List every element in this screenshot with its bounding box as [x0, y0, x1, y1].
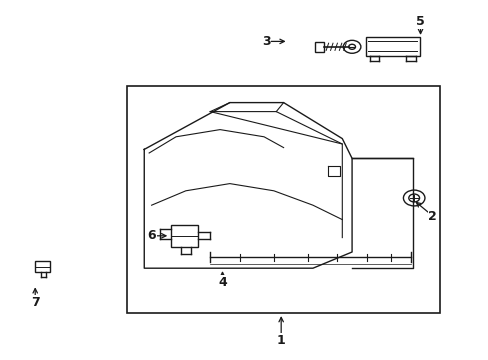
- Text: 1: 1: [276, 334, 285, 347]
- Text: 3: 3: [262, 35, 270, 48]
- Bar: [315, 42, 324, 52]
- Text: 4: 4: [218, 276, 226, 289]
- Text: 2: 2: [427, 210, 436, 222]
- FancyBboxPatch shape: [171, 225, 198, 247]
- Text: 6: 6: [147, 229, 156, 242]
- Bar: [35, 261, 50, 272]
- Text: 7: 7: [31, 296, 40, 309]
- Text: 5: 5: [415, 15, 424, 28]
- Bar: [365, 37, 419, 56]
- Bar: [127, 86, 439, 313]
